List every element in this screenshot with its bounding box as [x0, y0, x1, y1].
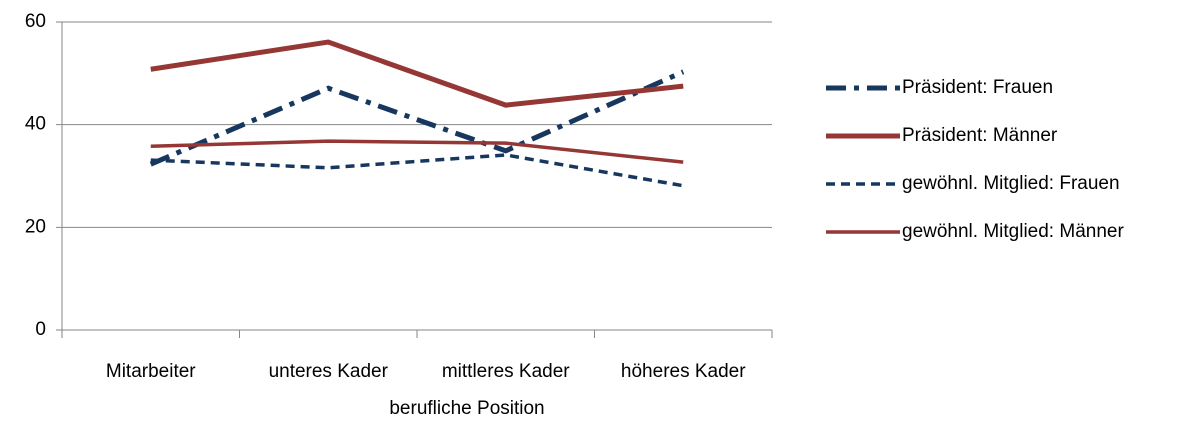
y-tick-label: 60 [25, 11, 46, 32]
y-tick-label: 40 [25, 114, 46, 135]
legend-label: Präsident: Frauen [902, 77, 1053, 98]
legend-label: Präsident: Männer [902, 125, 1058, 146]
series-line [150, 39, 684, 108]
x-axis-label: berufliche Position [389, 398, 544, 419]
legend-label: gewöhnl. Mitglied: Männer [902, 221, 1124, 242]
series-line [150, 153, 684, 188]
x-tick-label: mittleres Kader [442, 361, 570, 382]
series-line [149, 69, 685, 167]
legend-label: gewöhnl. Mitglied: Frauen [902, 173, 1120, 194]
y-tick-label: 20 [25, 216, 46, 237]
x-tick-label: unteres Kader [269, 361, 389, 382]
x-tick-label: höheres Kader [621, 361, 746, 382]
series-line [150, 139, 684, 164]
y-tick-label: 0 [35, 319, 46, 340]
x-tick-label: Mitarbeiter [106, 361, 196, 382]
